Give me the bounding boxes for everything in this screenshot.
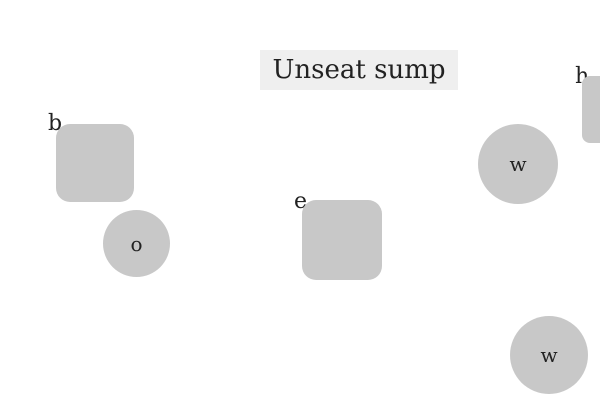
square-h[interactable] xyxy=(582,76,600,143)
circle-w-top[interactable]: w xyxy=(478,124,558,204)
circle-w-bottom[interactable]: w xyxy=(510,316,588,394)
square-e[interactable] xyxy=(302,200,382,280)
circle-o[interactable]: o xyxy=(103,210,170,277)
circle-w-top-label: w xyxy=(509,152,527,176)
title-label: Unseat sump xyxy=(260,50,458,90)
circle-w-bottom-label: w xyxy=(540,343,558,367)
circle-o-label: o xyxy=(130,231,143,256)
title-text: Unseat sump xyxy=(272,55,446,85)
square-b[interactable] xyxy=(56,124,134,202)
